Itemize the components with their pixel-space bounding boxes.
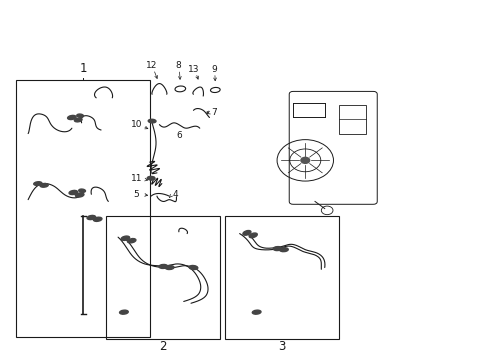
Text: 8: 8 — [175, 61, 181, 70]
Ellipse shape — [40, 184, 48, 187]
Ellipse shape — [279, 248, 287, 252]
Ellipse shape — [67, 116, 76, 120]
Circle shape — [300, 157, 310, 164]
Ellipse shape — [273, 247, 282, 251]
Ellipse shape — [69, 190, 78, 194]
Ellipse shape — [243, 230, 250, 235]
Ellipse shape — [148, 119, 156, 123]
Ellipse shape — [127, 239, 136, 243]
Text: 7: 7 — [210, 108, 216, 117]
Ellipse shape — [77, 114, 83, 117]
Text: 2: 2 — [159, 340, 166, 353]
Ellipse shape — [121, 236, 129, 240]
Text: 12: 12 — [145, 61, 157, 70]
Ellipse shape — [159, 265, 167, 269]
Text: 4: 4 — [172, 190, 178, 199]
Text: 9: 9 — [211, 65, 217, 74]
Text: 11: 11 — [131, 174, 142, 183]
Ellipse shape — [74, 118, 82, 122]
Text: 5: 5 — [133, 190, 139, 199]
Ellipse shape — [249, 233, 257, 238]
Bar — [16, 80, 149, 337]
Text: 10: 10 — [131, 120, 142, 129]
Text: 3: 3 — [278, 340, 285, 353]
Bar — [339, 105, 366, 134]
Ellipse shape — [252, 310, 261, 314]
Text: 1: 1 — [79, 62, 87, 75]
Ellipse shape — [147, 176, 155, 180]
Text: 6: 6 — [176, 131, 182, 140]
Ellipse shape — [34, 182, 42, 185]
Ellipse shape — [93, 217, 102, 221]
Ellipse shape — [165, 266, 174, 270]
Bar — [224, 216, 339, 339]
Ellipse shape — [120, 310, 128, 314]
Bar — [106, 216, 220, 339]
Ellipse shape — [75, 193, 84, 197]
Text: 13: 13 — [187, 65, 199, 74]
Ellipse shape — [79, 189, 85, 192]
Ellipse shape — [189, 266, 197, 270]
Ellipse shape — [87, 215, 96, 220]
